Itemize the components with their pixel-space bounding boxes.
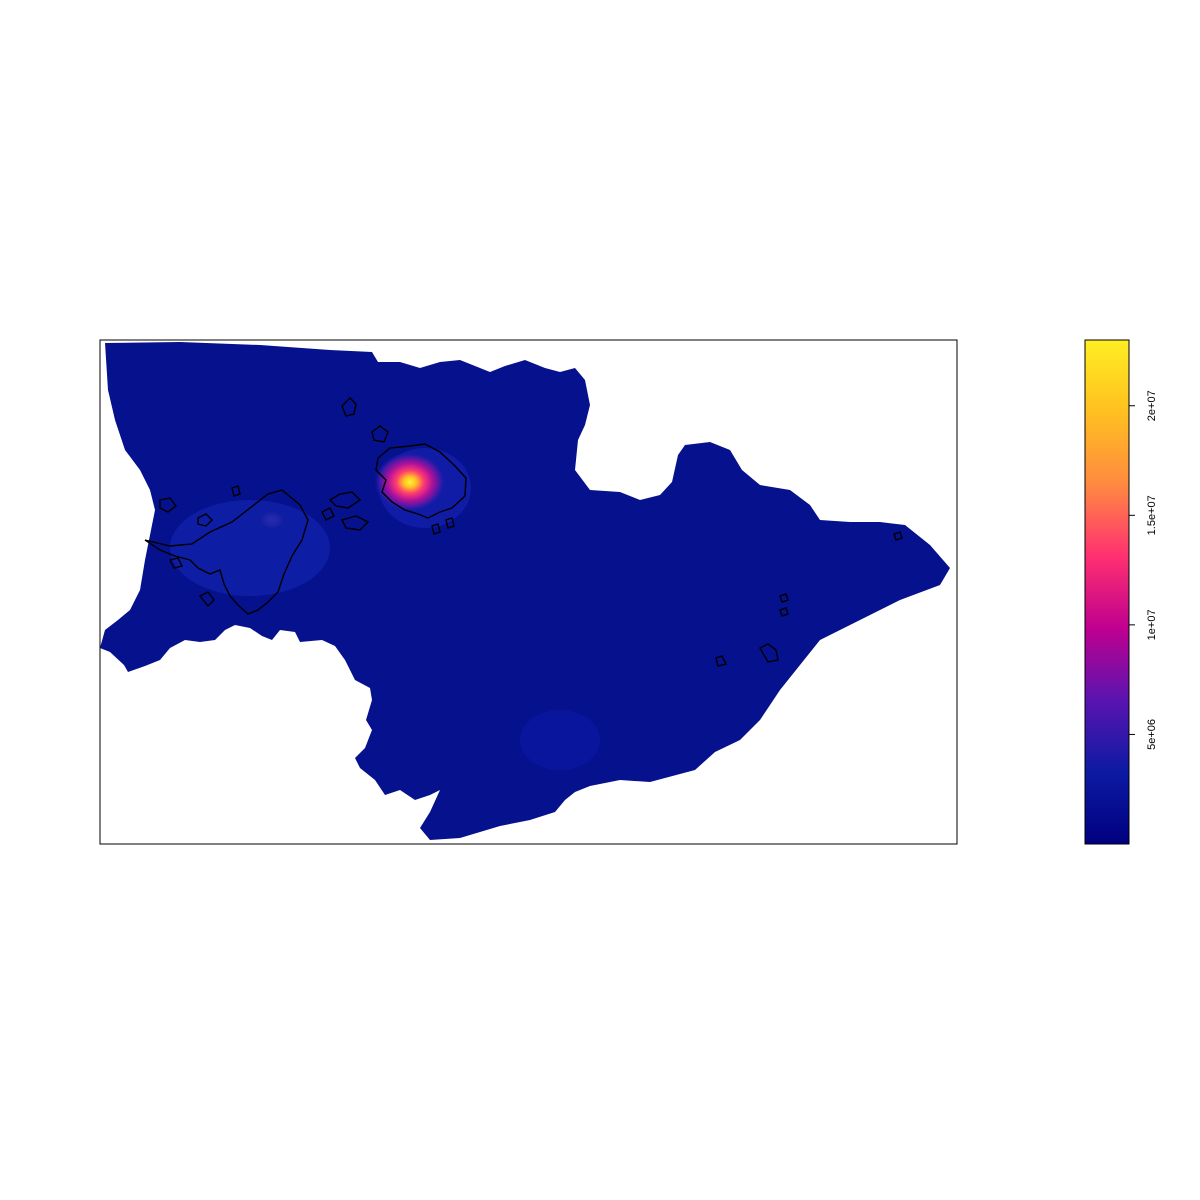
boundary-central — [375, 443, 467, 519]
boundary-west — [144, 489, 309, 615]
islet-2 — [371, 425, 389, 443]
colorbar-ticks: 5e+06 1e+07 1.5e+07 2e+07 — [1129, 390, 1158, 750]
islet-12 — [715, 655, 728, 667]
islet-14 — [779, 607, 789, 617]
colorbar-tick-label: 5e+06 — [1146, 719, 1158, 750]
islet-8 — [198, 591, 215, 608]
islet-1 — [341, 397, 357, 417]
colorbar-strip — [1084, 339, 1130, 845]
colorbar-tick-label: 2e+07 — [1146, 390, 1158, 421]
raster-hotspot-primary — [374, 452, 446, 512]
islet-17 — [445, 517, 455, 529]
colorbar: 5e+06 1e+07 1.5e+07 2e+07 — [1084, 339, 1158, 845]
islet-11 — [759, 643, 779, 663]
islet-9 — [231, 485, 241, 497]
islet-15 — [893, 531, 903, 541]
raster-moderate-zone — [170, 500, 330, 596]
colorbar-tick-label: 1e+07 — [1146, 609, 1158, 640]
islet-13 — [779, 593, 789, 603]
islet-10 — [168, 557, 184, 569]
islet-6 — [159, 497, 177, 513]
raster-hotspot-secondary — [258, 510, 286, 530]
islet-7 — [197, 513, 213, 527]
islet-16 — [431, 523, 441, 535]
islet-5 — [321, 507, 335, 521]
boundary-outlines — [144, 397, 903, 667]
colorbar-tick-label: 1.5e+07 — [1146, 495, 1158, 535]
raster-moderate-zone-south — [520, 710, 600, 770]
islet-4 — [340, 515, 370, 531]
islet-3 — [328, 491, 362, 509]
